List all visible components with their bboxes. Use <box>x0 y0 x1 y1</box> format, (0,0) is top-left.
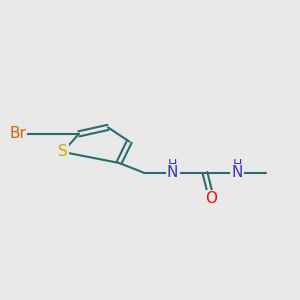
Text: N: N <box>167 165 178 180</box>
Text: O: O <box>206 191 218 206</box>
Text: S: S <box>58 144 68 159</box>
Text: H: H <box>168 158 177 171</box>
Text: H: H <box>232 158 242 171</box>
Text: N: N <box>232 165 243 180</box>
Text: Br: Br <box>9 126 26 141</box>
